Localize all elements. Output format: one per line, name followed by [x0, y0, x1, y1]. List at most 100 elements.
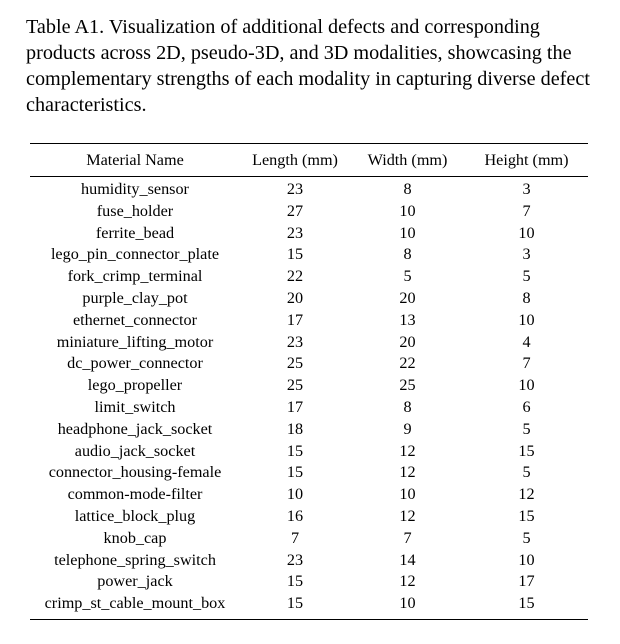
table-row: connector_housing-female 15 12 5	[30, 462, 588, 484]
height-cell: 7	[522, 354, 531, 373]
height-cell: 10	[518, 550, 535, 569]
length-cell: 20	[286, 288, 304, 307]
height-cell: 3	[522, 245, 531, 264]
width-cell: 22	[399, 354, 416, 373]
width-cell: 8	[403, 397, 412, 416]
height-cell: 8	[522, 288, 531, 307]
material-name-cell: telephone_spring_switch	[54, 550, 216, 569]
height-cell: 5	[522, 419, 531, 438]
width-cell: 12	[399, 441, 416, 460]
length-cell: 22	[286, 267, 304, 286]
material-name-cell: limit_switch	[94, 397, 176, 416]
length-cell: 23	[286, 223, 304, 242]
material-name-cell: fuse_holder	[96, 201, 174, 220]
dimensions-table: Material Name Length (mm) Width (mm) Hei…	[30, 144, 588, 615]
table-row: lego_pin_connector_plate 15 8 3	[30, 244, 588, 266]
table-row: audio_jack_socket 15 12 15	[30, 441, 588, 463]
table-row: lattice_block_plug 16 12 15	[30, 506, 588, 528]
width-cell: 10	[399, 485, 416, 504]
height-cell: 7	[522, 201, 531, 220]
material-name-cell: fork_crimp_terminal	[67, 267, 203, 286]
length-cell: 15	[286, 594, 304, 613]
length-cell: 15	[286, 441, 304, 460]
table-caption: Table A1. Visualization of additional de…	[26, 16, 590, 116]
material-name-cell: connector_housing-female	[48, 463, 222, 482]
width-cell: 20	[399, 288, 416, 307]
height-cell: 15	[518, 441, 535, 460]
height-cell: 17	[518, 572, 535, 591]
material-name-cell: common-mode-filter	[67, 485, 203, 504]
material-name-cell: lattice_block_plug	[74, 506, 196, 525]
length-cell: 16	[286, 506, 304, 525]
length-cell: 23	[286, 332, 304, 351]
material-name-cell: knob_cap	[103, 528, 167, 547]
material-name-cell: humidity_sensor	[81, 180, 189, 198]
width-cell: 20	[399, 332, 416, 351]
column-header-width: Width (mm)	[367, 150, 448, 169]
material-name-cell: crimp_st_cable_mount_box	[44, 594, 226, 613]
length-cell: 17	[286, 397, 304, 416]
height-cell: 6	[522, 397, 531, 416]
table-header-rule	[30, 176, 588, 177]
material-name-cell: lego_pin_connector_plate	[50, 245, 220, 264]
width-cell: 10	[399, 201, 416, 220]
table-row: ferrite_bead 23 10 10	[30, 223, 588, 245]
height-cell: 15	[518, 594, 535, 613]
width-cell: 8	[403, 180, 412, 198]
material-name-cell: power_jack	[97, 572, 173, 591]
height-cell: 12	[518, 485, 535, 504]
height-cell: 4	[522, 332, 531, 351]
table-row: purple_clay_pot 20 20 8	[30, 288, 588, 310]
table-row: common-mode-filter 10 10 12	[30, 484, 588, 506]
length-cell: 27	[286, 201, 304, 220]
length-cell: 7	[290, 528, 300, 547]
table-body: humidity_sensor 23 8 3 fuse_holder 27 10 7 ferri…	[30, 176, 588, 615]
height-cell: 10	[518, 376, 535, 395]
table-bottom-rule	[30, 619, 588, 621]
material-name-cell: dc_power_connector	[67, 354, 203, 373]
width-cell: 10	[399, 223, 416, 242]
table-row: fuse_holder 27 10 7	[30, 201, 588, 223]
width-cell: 25	[399, 376, 416, 395]
table-row: limit_switch 17 8 6	[30, 397, 588, 419]
height-cell: 15	[518, 506, 535, 525]
table-row: humidity_sensor 23 8 3	[30, 176, 588, 201]
column-header-height: Height (mm)	[484, 150, 569, 169]
width-cell: 5	[403, 267, 412, 286]
table-row: headphone_jack_socket 18 9 5	[30, 419, 588, 441]
material-name-cell: ethernet_connector	[72, 310, 198, 329]
width-cell: 12	[399, 572, 416, 591]
length-cell: 23	[286, 180, 304, 198]
material-name-cell: audio_jack_socket	[74, 441, 196, 460]
height-cell: 5	[522, 528, 531, 547]
table-top-rule	[30, 143, 588, 145]
width-cell: 14	[399, 550, 416, 569]
material-name-cell: lego_propeller	[87, 376, 183, 395]
height-cell: 5	[522, 267, 531, 286]
length-cell: 17	[286, 310, 304, 329]
table-row: miniature_lifting_motor 23 20 4	[30, 332, 588, 354]
width-cell: 12	[399, 463, 416, 482]
length-cell: 15	[286, 245, 304, 264]
width-cell: 9	[403, 419, 412, 438]
table-header-row: Material Name Length (mm) Width (mm) Hei…	[30, 144, 588, 176]
column-header-material-name: Material Name	[86, 150, 184, 169]
table-row: knob_cap 7 7 5	[30, 528, 588, 550]
material-name-cell: headphone_jack_socket	[57, 419, 213, 438]
table-row: ethernet_connector 17 13 10	[30, 310, 588, 332]
height-cell: 10	[518, 310, 535, 329]
length-cell: 23	[286, 550, 304, 569]
column-header-length: Length (mm)	[252, 150, 338, 169]
table-row: crimp_st_cable_mount_box 15 10 15	[30, 593, 588, 615]
material-name-cell: purple_clay_pot	[82, 288, 188, 307]
length-cell: 25	[286, 376, 304, 395]
length-cell: 15	[286, 572, 304, 591]
height-cell: 3	[522, 180, 531, 198]
length-cell: 15	[286, 463, 304, 482]
table-row: dc_power_connector 25 22 7	[30, 353, 588, 375]
table-row: lego_propeller 25 25 10	[30, 375, 588, 397]
width-cell: 12	[399, 506, 416, 525]
table-row: telephone_spring_switch 23 14 10	[30, 550, 588, 572]
width-cell: 13	[399, 310, 416, 329]
material-name-cell: ferrite_bead	[95, 223, 175, 242]
